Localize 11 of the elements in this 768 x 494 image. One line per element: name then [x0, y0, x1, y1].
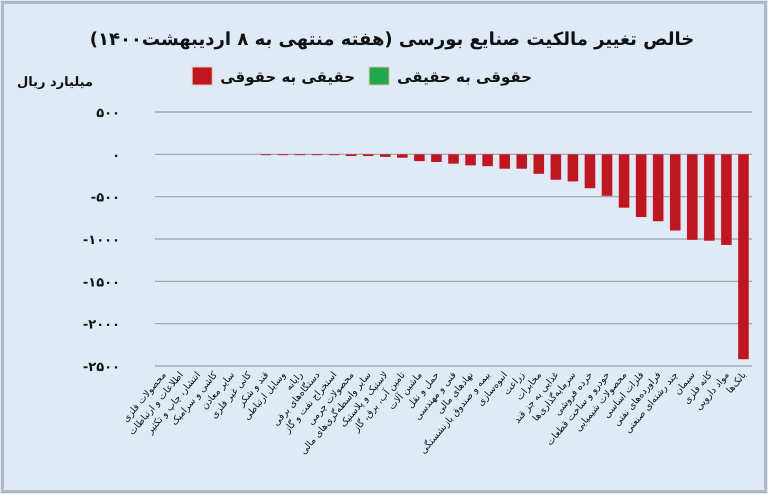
- y-tick-label: -۵۰۰: [90, 190, 120, 206]
- legend-label: حقیقی به حقوقی: [220, 68, 356, 86]
- y-tick-label: -۲۵۰۰: [82, 360, 120, 375]
- y-tick-label: ۰: [112, 148, 120, 164]
- y-tick-label: -۲۰۰۰: [82, 318, 120, 333]
- legend-label: حقوقی به حقیقی: [397, 68, 532, 86]
- chart-title: خالص تغییر مالکیت صنایع بورسی (هفته منتهی به ۸ اردیبهشت۱۴۰۰): [90, 29, 694, 50]
- y-tick-label: -۱۰۰۰: [82, 233, 120, 248]
- y-tick-label: -۱۵۰۰: [82, 275, 120, 290]
- y-axis-title: میلیارد ریال: [16, 75, 93, 90]
- y-tick-label: ۵۰۰: [96, 106, 120, 121]
